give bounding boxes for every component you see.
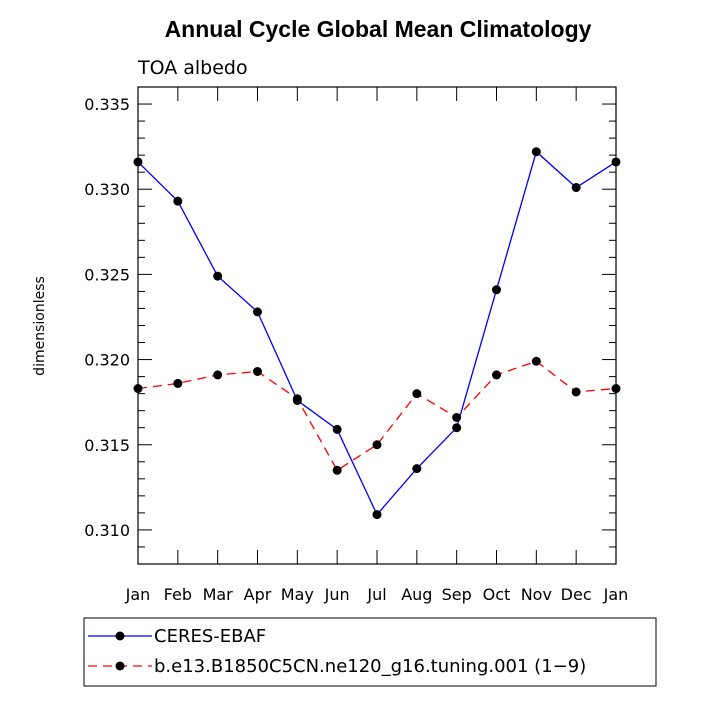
x-tick-label: Jan: [603, 585, 629, 604]
legend-label: b.e13.B1850C5CN.ne120_g16.tuning.001 (1−…: [154, 656, 586, 677]
data-point: [532, 357, 541, 366]
data-point: [213, 272, 222, 281]
x-tick-label: Sep: [442, 585, 472, 604]
x-tick-label: Nov: [521, 585, 552, 604]
data-point: [452, 423, 461, 432]
legend-marker: [116, 662, 125, 671]
data-point: [134, 384, 143, 393]
data-point: [612, 384, 621, 393]
y-tick-label: 0.315: [84, 436, 130, 455]
data-point: [412, 464, 421, 473]
data-point: [253, 307, 262, 316]
data-point: [373, 510, 382, 519]
data-point: [333, 425, 342, 434]
data-point: [572, 387, 581, 396]
y-tick-label: 0.335: [84, 95, 130, 114]
data-point: [492, 370, 501, 379]
legend-item: b.e13.B1850C5CN.ne120_g16.tuning.001 (1−…: [88, 656, 586, 677]
series-line: [138, 152, 616, 515]
y-tick-label: 0.325: [84, 265, 130, 284]
x-tick-label: Feb: [164, 585, 192, 604]
data-point: [253, 367, 262, 376]
data-point: [173, 197, 182, 206]
data-point: [612, 157, 621, 166]
series-2: [134, 357, 621, 475]
x-tick-label: Apr: [244, 585, 272, 604]
series-line: [138, 361, 616, 470]
data-point: [373, 440, 382, 449]
data-point: [532, 147, 541, 156]
y-tick-label: 0.330: [84, 180, 130, 199]
data-point: [213, 370, 222, 379]
data-point: [173, 379, 182, 388]
data-point: [452, 413, 461, 422]
chart-subtitle: TOA albedo: [137, 57, 248, 79]
data-point: [333, 466, 342, 475]
legend: CERES-EBAF b.e13.B1850C5CN.ne120_g16.tuni…: [84, 618, 656, 686]
x-tick-label: Mar: [203, 585, 234, 604]
legend-label: CERES-EBAF: [154, 626, 266, 647]
data-point: [492, 285, 501, 294]
chart-title: Annual Cycle Global Mean Climatology: [165, 16, 592, 42]
y-tick-label: 0.320: [84, 351, 130, 370]
legend-marker: [116, 632, 125, 641]
y-tick-label: 0.310: [84, 521, 130, 540]
data-point: [412, 389, 421, 398]
x-tick-label: Jun: [324, 585, 350, 604]
x-tick-label: May: [281, 585, 314, 604]
x-tick-label: Jul: [366, 585, 386, 604]
series-1: [134, 147, 621, 519]
x-tick-label: Dec: [561, 585, 592, 604]
data-point: [134, 157, 143, 166]
data-point: [293, 394, 302, 403]
data-point: [572, 183, 581, 192]
x-tick-label: Oct: [483, 585, 511, 604]
x-tick-label: Aug: [401, 585, 432, 604]
x-tick-label: Jan: [125, 585, 151, 604]
series-group: [134, 147, 621, 519]
y-axis-label: dimensionless: [32, 276, 48, 376]
line-chart: Annual Cycle Global Mean Climatology TOA…: [0, 0, 703, 703]
axes: 0.310 0.315 0.320 0.325 0.330 0.335 Jan Feb Mar A…: [84, 87, 628, 604]
